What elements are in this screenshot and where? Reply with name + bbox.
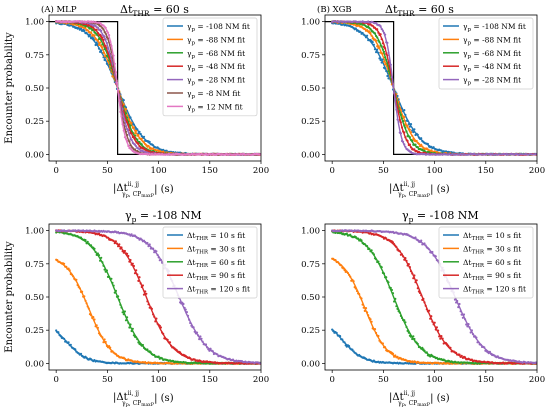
panel-title: γp = -108 NM (402, 209, 479, 224)
x-axis-label: |Δtii, jj γp, CPmaxP| (s) (389, 390, 450, 408)
legend-entry: ΔtTHR = 60 s fit (187, 258, 245, 269)
x-axis-label: |Δtii, jj γp, CPmaxP| (s) (389, 181, 450, 199)
series-line-4 (332, 230, 537, 364)
y-tick-label: 1.00 (301, 227, 320, 237)
x-tick-label: 200 (529, 375, 545, 385)
legend-entry: γp = -8 NM fit (187, 89, 240, 100)
legend-entry: γp = -68 NM fit (463, 49, 521, 60)
series-line-3 (56, 230, 261, 364)
plot-area (49, 20, 261, 156)
legend: γp = -108 NM fit γp = -88 NM fit γp = -68 … (438, 17, 534, 90)
y-tick-label: 0.50 (25, 293, 44, 303)
y-tick-label: 0.25 (25, 117, 44, 127)
legend-entry: ΔtTHR = 120 s fit (463, 285, 526, 296)
x-axis-label: |Δtii, jj γp, CPmaxP| (s) (113, 390, 174, 408)
plot-area (331, 229, 537, 365)
y-tick-label: 0.00 (25, 150, 44, 160)
legend: ΔtTHR = 10 s fit ΔtTHR = 30 s fit ΔtTHR = … (438, 226, 534, 299)
y-tick-label: 1.00 (301, 18, 320, 28)
series-line-3 (332, 230, 537, 364)
x-tick-label: 150 (202, 375, 218, 385)
y-tick-label: 0.75 (25, 260, 44, 270)
x-tick-label: 0 (53, 166, 58, 176)
y-tick-label: 0.50 (301, 84, 320, 94)
x-tick-label: 50 (378, 166, 389, 176)
y-axis-label: Encounter probability (4, 241, 15, 353)
panel-B: 0 50 100 150 200 0.00 0.25 0.50 0.75 1.00 |Δtii, j… (301, 3, 545, 199)
x-axis-label: |Δtii, jj γp, CPmaxP| (s) (113, 181, 174, 199)
x-tick-label: 100 (426, 375, 442, 385)
legend-entry: γp = -28 NM fit (187, 76, 245, 87)
panel-title: ΔtTHR = 60 s (120, 3, 189, 18)
panel-label: (B) XGB (317, 4, 352, 15)
legend-entry: γp = -48 NM fit (187, 62, 245, 73)
x-tick-label: 150 (478, 375, 494, 385)
x-tick-label: 50 (102, 166, 113, 176)
series-line-0 (331, 328, 537, 365)
x-tick-label: 150 (478, 166, 494, 176)
x-tick-label: 200 (529, 166, 545, 176)
x-tick-label: 50 (378, 375, 389, 385)
x-tick-label: 0 (329, 166, 334, 176)
legend: γp = -108 NM fit γp = -88 NM fit γp = -68 … (162, 17, 258, 117)
legend-entry: γp = -28 NM fit (463, 76, 521, 87)
legend-entry: ΔtTHR = 90 s fit (463, 271, 521, 282)
y-tick-label: 1.00 (25, 18, 44, 28)
x-tick-label: 200 (253, 166, 269, 176)
y-tick-label: 0.50 (301, 293, 320, 303)
plot-area (325, 20, 537, 156)
panel-C: 0 50 100 150 200 0.00 0.25 0.50 0.75 1.00 Encounte… (4, 209, 269, 408)
series-line-4 (332, 20, 537, 156)
legend-entry: γp = -88 NM fit (187, 35, 245, 46)
legend-entry: ΔtTHR = 30 s fit (187, 244, 245, 255)
panel-title: γp = -108 NM (125, 209, 202, 224)
y-tick-label: 1.00 (25, 227, 44, 237)
x-tick-label: 100 (426, 166, 442, 176)
x-tick-label: 100 (150, 166, 166, 176)
y-axis-label: Encounter probability (4, 32, 15, 144)
y-tick-label: 0.50 (25, 84, 44, 94)
panel-title: ΔtTHR = 60 s (385, 3, 454, 18)
x-tick-label: 100 (150, 375, 166, 385)
series-line-6 (56, 20, 261, 156)
y-tick-label: 0.00 (301, 150, 320, 160)
x-tick-label: 0 (329, 375, 334, 385)
legend-entry: ΔtTHR = 10 s fit (463, 231, 521, 242)
y-tick-label: 0.25 (301, 326, 320, 336)
panel-A: 0 50 100 150 200 0.00 0.25 0.50 0.75 1.00 Encounte… (4, 3, 269, 199)
legend-entry: γp = -48 NM fit (463, 62, 521, 73)
panel-label: (A) MLP (41, 4, 77, 15)
legend-entry: ΔtTHR = 90 s fit (187, 271, 245, 282)
legend-entry: γp = -68 NM fit (187, 49, 245, 60)
y-tick-label: 0.00 (301, 359, 320, 369)
legend-entry: γp = -108 NM fit (187, 22, 250, 33)
legend-entry: γp = -108 NM fit (463, 22, 526, 33)
y-tick-label: 0.00 (25, 359, 44, 369)
series-line-4 (56, 230, 261, 364)
legend-entry: ΔtTHR = 30 s fit (463, 244, 521, 255)
x-tick-label: 50 (102, 375, 113, 385)
legend-entry: γp = -88 NM fit (463, 35, 521, 46)
y-tick-label: 0.25 (25, 326, 44, 336)
panel-D: 0 50 100 150 200 0.00 0.25 0.50 0.75 1.00 |Δtii, j… (301, 209, 545, 408)
legend-entry: ΔtTHR = 60 s fit (463, 258, 521, 269)
x-tick-label: 150 (202, 166, 218, 176)
legend-entry: γp = 12 NM fit (187, 102, 243, 113)
legend-entry: ΔtTHR = 10 s fit (187, 231, 245, 242)
y-tick-label: 0.75 (301, 260, 320, 270)
y-tick-label: 0.25 (301, 117, 320, 127)
legend-entry: ΔtTHR = 120 s fit (187, 285, 250, 296)
legend: ΔtTHR = 10 s fit ΔtTHR = 30 s fit ΔtTHR = … (162, 226, 258, 299)
x-tick-label: 200 (253, 375, 269, 385)
y-tick-label: 0.75 (301, 51, 320, 61)
y-tick-label: 0.75 (25, 51, 44, 61)
plot-area (55, 229, 261, 365)
x-tick-label: 0 (53, 375, 58, 385)
